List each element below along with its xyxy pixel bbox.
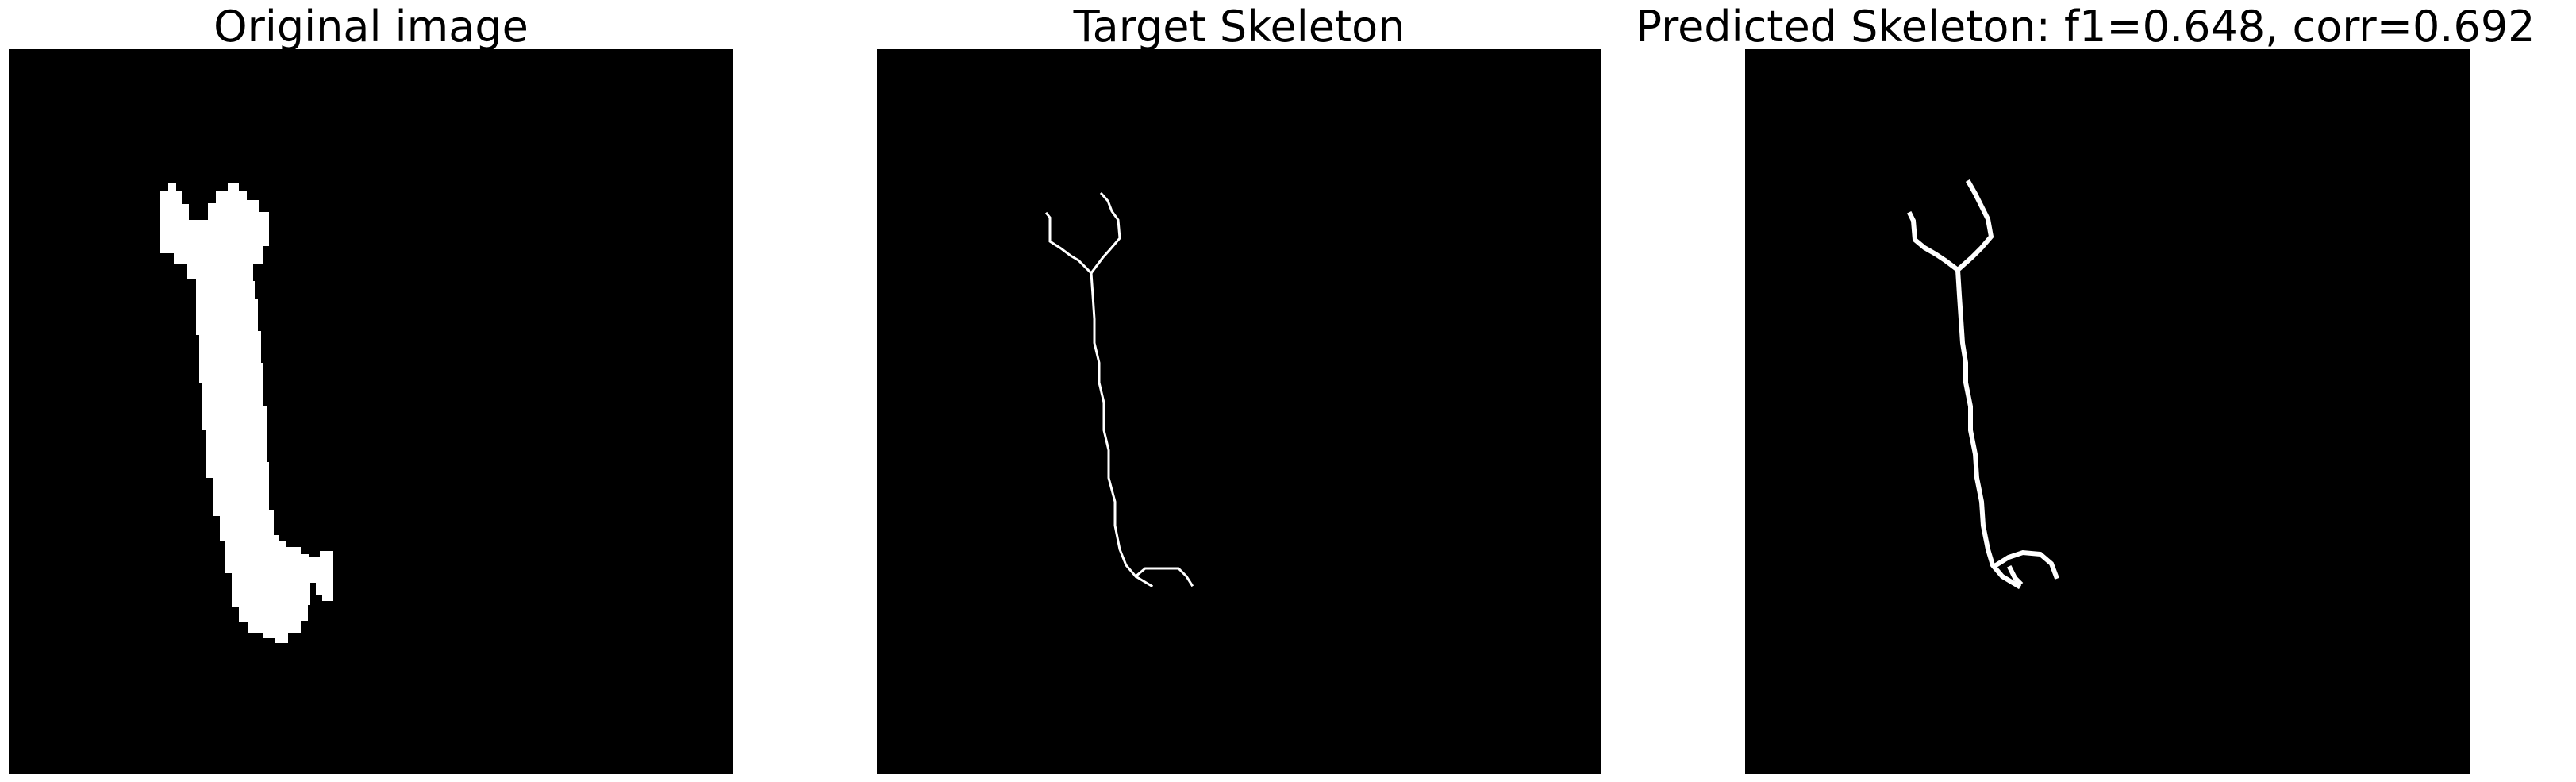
panel-title-original: Original image <box>213 2 529 52</box>
original-image-panel <box>9 49 733 774</box>
predicted-skeleton-image <box>1906 179 2059 590</box>
prediction-left-branch <box>1906 210 1962 274</box>
prediction-foot-spur <box>2006 564 2024 587</box>
panel-title-target: Target Skeleton <box>1073 2 1405 52</box>
skeleton-trunk <box>1090 272 1154 588</box>
skeleton-right-branch <box>1089 191 1121 275</box>
panel-title-predicted: Predicted Skeleton: f1=0.648, corr=0.692 <box>1636 2 2536 52</box>
wrench-mask <box>160 183 333 643</box>
prediction-foot <box>1992 549 2059 580</box>
target-skeleton-image <box>1044 191 1194 588</box>
target-skeleton-panel <box>877 49 1601 774</box>
skeleton-left-branch <box>1044 211 1094 275</box>
original-image <box>160 183 333 643</box>
prediction-right-branch <box>1954 179 1994 274</box>
prediction-trunk <box>1955 267 2022 590</box>
predicted-skeleton-panel <box>1745 49 2470 774</box>
skeleton-foot <box>1133 567 1194 587</box>
